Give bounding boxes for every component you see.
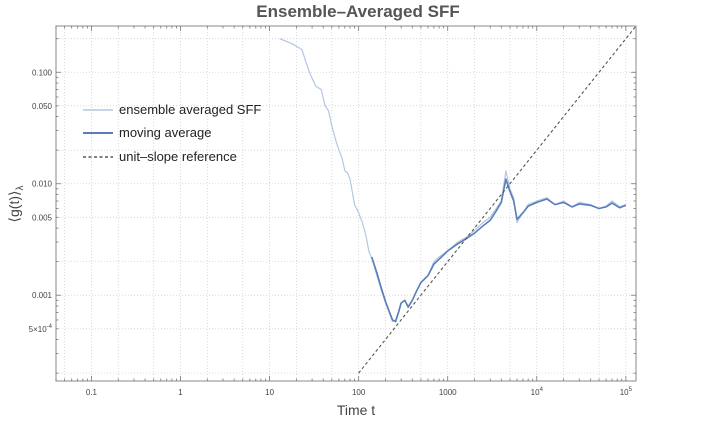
legend-label-reference: unit–slope reference [119,149,237,164]
x-tick-label: 0.1 [86,388,98,397]
legend-label-ensemble: ensemble averaged SFF [119,102,261,117]
series-line-ensemble [279,38,627,323]
x-tick-label: 104 [531,387,544,397]
y-axis-label-subscript: λ [15,186,26,191]
y-tick-label: 5×10-4 [29,324,53,334]
chart-title: Ensemble–Averaged SFF [256,2,459,21]
y-tick-label: 0.010 [32,180,53,189]
y-tick-label: 0.001 [32,291,53,300]
x-tick-label: 100 [352,388,366,397]
series-layer [279,26,636,374]
y-tick-label-exponent: -4 [47,324,53,330]
x-tick-label: 105 [620,387,633,397]
y-tick-label: 0.005 [32,213,53,222]
y-tick-label: 0.050 [32,102,53,111]
plot-frame [55,25,637,382]
axis-ticks [55,26,636,381]
y-tick-label: 0.100 [32,68,53,77]
legend-label-moving-average: moving average [119,125,212,140]
x-tick-label: 1000 [439,388,457,397]
legend: ensemble averaged SFF moving average uni… [83,102,261,164]
x-tick-label-exponent: 5 [629,387,633,393]
y-axis-label: ⟨g(t)⟩λ [6,186,26,223]
tick-labels: 0.1 1 10 100 1000 104 105 0.100 0.050 0.010 0.005 0… [29,68,633,397]
series-line-reference [358,26,636,374]
x-tick-label-exponent: 4 [540,387,544,393]
y-axis-label-main: ⟨g(t)⟩ [6,191,22,223]
x-axis-label: Time t [337,402,375,418]
grid-lines [56,26,636,381]
x-tick-label: 10 [265,388,274,397]
svg-text:⟨g(t)⟩λ: ⟨g(t)⟩λ [6,186,26,223]
x-tick-label: 1 [178,388,183,397]
series-line-moving-average [370,178,627,323]
